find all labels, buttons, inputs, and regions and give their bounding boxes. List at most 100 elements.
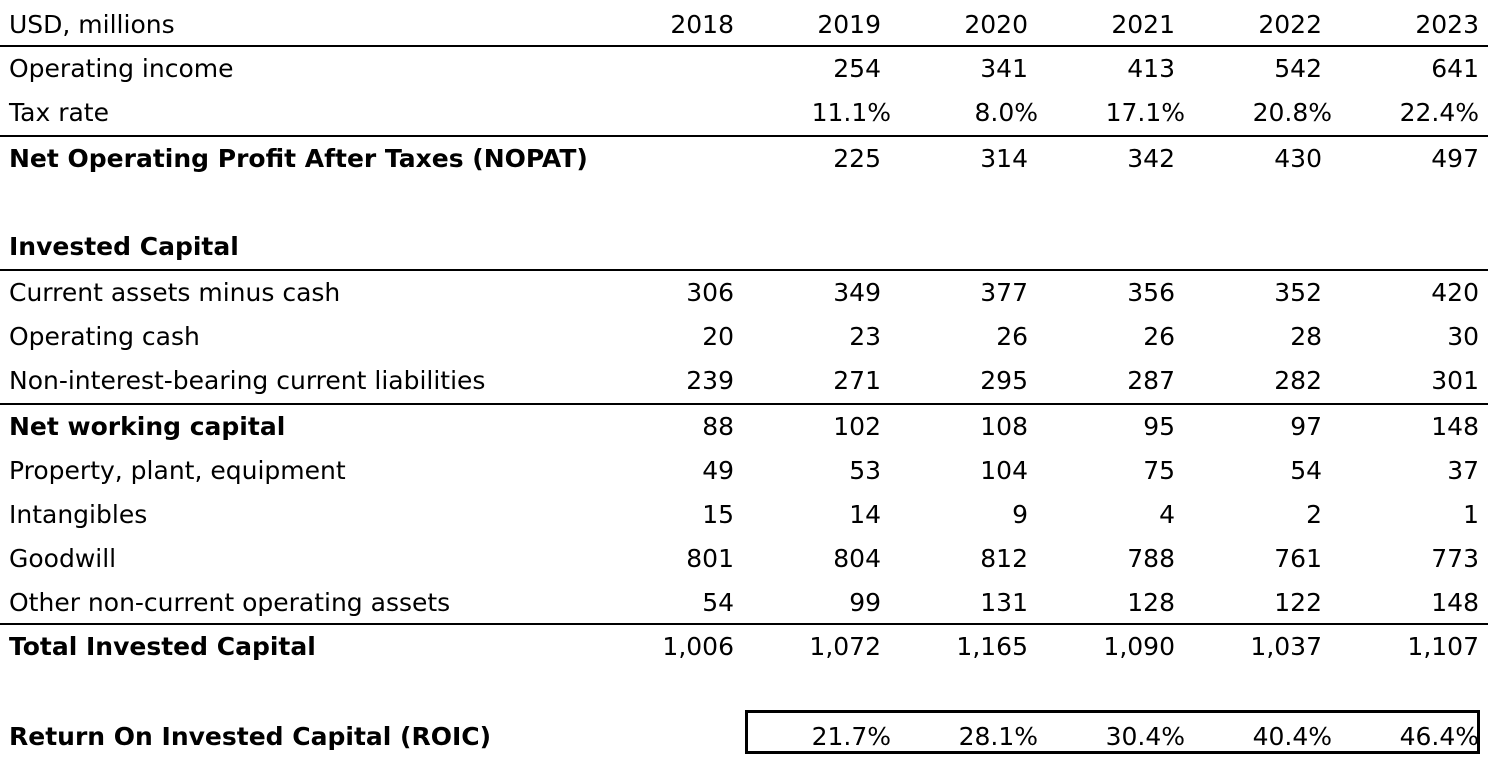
value-cell: 40.4% xyxy=(1252,722,1332,751)
row-label: Other non-current operating assets xyxy=(9,588,451,617)
row-label: Return On Invested Capital (ROIC) xyxy=(9,722,492,751)
operating-cash-row: Operating cash 20 23 26 26 28 30 xyxy=(0,315,1488,359)
value-cell: 1,107 xyxy=(1407,632,1479,661)
value-cell: 287 xyxy=(1127,366,1175,395)
value-cell: 1,165 xyxy=(956,632,1028,661)
value-cell: 14 xyxy=(849,500,881,529)
other-assets-row: Other non-current operating assets 54 99… xyxy=(0,581,1488,625)
intangibles-row: Intangibles 15 14 9 4 2 1 xyxy=(0,493,1488,537)
value-cell: 49 xyxy=(702,456,734,485)
value-cell: 342 xyxy=(1127,144,1175,173)
value-cell: 23 xyxy=(849,322,881,351)
value-cell: 301 xyxy=(1431,366,1479,395)
value-cell: 28.1% xyxy=(958,722,1038,751)
tax-rate-row: Tax rate 11.1% 8.0% 17.1% 20.8% 22.4% xyxy=(0,91,1488,135)
header-row: USD, millions 2018 2019 2020 2021 2022 2… xyxy=(0,3,1488,47)
value-cell: 11.1% xyxy=(811,98,891,127)
value-cell: 46.4% xyxy=(1399,722,1479,751)
row-label: Non-interest-bearing current liabilities xyxy=(9,366,486,395)
goodwill-row: Goodwill 801 804 812 788 761 773 xyxy=(0,537,1488,581)
value-cell: 20 xyxy=(702,322,734,351)
value-cell: 497 xyxy=(1431,144,1479,173)
value-cell: 54 xyxy=(1290,456,1322,485)
value-cell: 75 xyxy=(1143,456,1175,485)
value-cell: 26 xyxy=(1143,322,1175,351)
net-working-capital-row: Net working capital 88 102 108 95 97 148 xyxy=(0,403,1488,449)
value-cell: 148 xyxy=(1431,588,1479,617)
value-cell: 801 xyxy=(686,544,734,573)
value-cell: 108 xyxy=(980,412,1028,441)
value-cell: 22.4% xyxy=(1399,98,1479,127)
value-cell: 97 xyxy=(1290,412,1322,441)
row-label: Operating cash xyxy=(9,322,200,351)
section-heading: Invested Capital xyxy=(9,232,239,261)
row-label: Current assets minus cash xyxy=(9,278,341,307)
value-cell: 788 xyxy=(1127,544,1175,573)
row-label: Net Operating Profit After Taxes (NOPAT) xyxy=(9,144,588,173)
value-cell: 4 xyxy=(1159,500,1175,529)
value-cell: 377 xyxy=(980,278,1028,307)
year-2021: 2021 xyxy=(1111,10,1175,39)
value-cell: 99 xyxy=(849,588,881,617)
value-cell: 430 xyxy=(1274,144,1322,173)
value-cell: 1 xyxy=(1463,500,1479,529)
value-cell: 1,037 xyxy=(1250,632,1322,661)
value-cell: 641 xyxy=(1431,54,1479,83)
value-cell: 804 xyxy=(833,544,881,573)
value-cell: 254 xyxy=(833,54,881,83)
value-cell: 225 xyxy=(833,144,881,173)
year-2022: 2022 xyxy=(1258,10,1322,39)
value-cell: 773 xyxy=(1431,544,1479,573)
units-label: USD, millions xyxy=(9,10,175,39)
row-label: Operating income xyxy=(9,54,234,83)
value-cell: 282 xyxy=(1274,366,1322,395)
value-cell: 341 xyxy=(980,54,1028,83)
value-cell: 21.7% xyxy=(811,722,891,751)
operating-income-row: Operating income 254 341 413 542 641 xyxy=(0,45,1488,91)
year-2018: 2018 xyxy=(670,10,734,39)
row-label: Property, plant, equipment xyxy=(9,456,346,485)
value-cell: 148 xyxy=(1431,412,1479,441)
value-cell: 30 xyxy=(1447,322,1479,351)
roic-highlight-box xyxy=(745,710,1480,754)
roic-row: Return On Invested Capital (ROIC) 21.7% … xyxy=(0,715,1488,759)
value-cell: 53 xyxy=(849,456,881,485)
row-label: Tax rate xyxy=(9,98,109,127)
value-cell: 542 xyxy=(1274,54,1322,83)
year-2019: 2019 xyxy=(817,10,881,39)
value-cell: 102 xyxy=(833,412,881,441)
value-cell: 271 xyxy=(833,366,881,395)
year-2020: 2020 xyxy=(964,10,1028,39)
value-cell: 37 xyxy=(1447,456,1479,485)
value-cell: 295 xyxy=(980,366,1028,395)
value-cell: 88 xyxy=(702,412,734,441)
total-invested-capital-row: Total Invested Capital 1,006 1,072 1,165… xyxy=(0,623,1488,669)
value-cell: 54 xyxy=(702,588,734,617)
value-cell: 9 xyxy=(1012,500,1028,529)
value-cell: 8.0% xyxy=(974,98,1038,127)
value-cell: 131 xyxy=(980,588,1028,617)
value-cell: 20.8% xyxy=(1252,98,1332,127)
row-label: Intangibles xyxy=(9,500,148,529)
value-cell: 2 xyxy=(1306,500,1322,529)
value-cell: 26 xyxy=(996,322,1028,351)
value-cell: 356 xyxy=(1127,278,1175,307)
value-cell: 1,090 xyxy=(1103,632,1175,661)
value-cell: 413 xyxy=(1127,54,1175,83)
value-cell: 15 xyxy=(702,500,734,529)
value-cell: 352 xyxy=(1274,278,1322,307)
value-cell: 306 xyxy=(686,278,734,307)
row-label: Goodwill xyxy=(9,544,117,573)
nibcl-row: Non-interest-bearing current liabilities… xyxy=(0,359,1488,403)
value-cell: 239 xyxy=(686,366,734,395)
value-cell: 104 xyxy=(980,456,1028,485)
value-cell: 17.1% xyxy=(1105,98,1185,127)
invested-capital-heading-row: Invested Capital xyxy=(0,225,1488,269)
current-assets-row: Current assets minus cash 306 349 377 35… xyxy=(0,269,1488,315)
row-label: Total Invested Capital xyxy=(9,632,316,661)
value-cell: 812 xyxy=(980,544,1028,573)
row-label: Net working capital xyxy=(9,412,286,441)
value-cell: 28 xyxy=(1290,322,1322,351)
year-2023: 2023 xyxy=(1415,10,1479,39)
